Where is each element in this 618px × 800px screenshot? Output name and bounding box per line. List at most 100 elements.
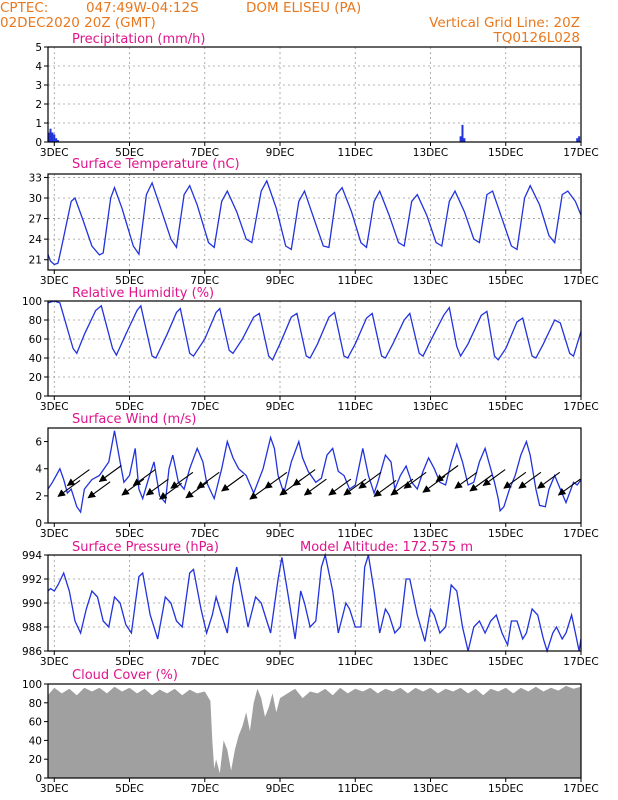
header: CPTEC: 047:49W-04:12S DOM ELISEU (PA) 02…: [0, 0, 580, 46]
temperature-ytick-label: 24: [29, 234, 43, 246]
wind-arrow: [358, 471, 382, 489]
header-source: CPTEC:: [0, 0, 48, 16]
temperature-xtick-label: 3DEC: [40, 275, 69, 287]
wind-ytick-label: 6: [35, 437, 42, 449]
wind-arrow: [373, 479, 397, 497]
wind-arrow: [57, 479, 81, 497]
cloud-cover-frame: [47, 683, 582, 779]
precipitation-ytick-label: 1: [35, 118, 42, 130]
cloud-cover-area: [47, 685, 581, 778]
humidity-xtick-label: 17DEC: [563, 401, 598, 413]
precipitation-bar: [463, 138, 466, 142]
precipitation-xtick-label: 7DEC: [190, 147, 219, 159]
precipitation-panel: 0 1 2 3 4 5 3DEC 5DEC 7DEC 9DEC 11DEC 13DEC 15DEC 17D…: [35, 42, 598, 159]
precipitation-ytick-label: 2: [35, 99, 42, 111]
cloud-cover-ytick-label: 100: [22, 679, 42, 691]
wind-arrow: [503, 471, 527, 489]
humidity-xtick-label: 7DEC: [190, 401, 219, 413]
wind-arrow: [145, 478, 169, 496]
precipitation-ytick-label: 3: [35, 80, 42, 92]
pressure-ytick-label: 988: [22, 622, 42, 634]
wind-title: Surface Wind (m/s): [72, 412, 196, 427]
temperature-ytick-label: 33: [29, 172, 42, 184]
precipitation-ytick-label: 5: [35, 42, 42, 54]
precipitation-bar: [578, 136, 581, 142]
wind-arrow: [264, 471, 288, 489]
wind-arrow: [537, 471, 561, 489]
wind-xtick-label: 13DEC: [413, 528, 448, 540]
humidity-panel: 0 20 40 60 80 100 3DEC 5DEC 7DEC 9DEC 11DEC 13DEC 15…: [22, 296, 599, 413]
cloud-cover-ytick-label: 40: [29, 735, 42, 747]
pressure-xtick-label: 5DEC: [115, 656, 144, 668]
wind-arrow: [518, 471, 542, 489]
humidity-xtick-label: 5DEC: [115, 401, 144, 413]
cloud-cover-xtick-label: 3DEC: [40, 783, 69, 795]
temperature-panel: 21 24 27 30 33 3DEC 5DEC 7DEC 9DEC 11DEC 13DEC 15DE…: [29, 172, 599, 287]
pressure-xtick-label: 3DEC: [40, 656, 69, 668]
wind-arrow: [87, 481, 111, 499]
pressure-xtick-label: 15DEC: [488, 656, 523, 668]
precipitation-title: Precipitation (mm/h): [72, 32, 205, 47]
precipitation-xtick-label: 17DEC: [563, 147, 598, 159]
temperature-xtick-label: 17DEC: [563, 275, 598, 287]
wind-arrow: [66, 469, 90, 487]
pressure-xtick-label: 7DEC: [190, 656, 219, 668]
precipitation-xtick-label: 5DEC: [115, 147, 144, 159]
wind-arrow: [196, 471, 220, 489]
temperature-title: Surface Temperature (nC): [72, 157, 240, 172]
header-location: DOM ELISEU (PA): [246, 0, 361, 16]
pressure-ytick-label: 986: [22, 646, 42, 658]
wind-arrow: [403, 471, 427, 489]
precipitation-bar: [459, 136, 462, 142]
header-date: 02DEC2020 20Z (GMT): [0, 15, 156, 31]
humidity-frame: [47, 300, 582, 397]
humidity-ytick-label: 80: [29, 315, 42, 327]
wind-frame: [47, 427, 582, 524]
humidity-xtick-label: 15DEC: [488, 401, 523, 413]
wind-arrow: [469, 474, 493, 492]
wind-xtick-label: 11DEC: [338, 528, 373, 540]
humidity-ytick-label: 0: [35, 391, 42, 403]
wind-ytick-label: 0: [35, 518, 42, 530]
wind-xtick-label: 17DEC: [563, 528, 598, 540]
cloud-cover-xtick-label: 7DEC: [190, 783, 219, 795]
pressure-ytick-label: 990: [22, 598, 42, 610]
cloud-cover-ytick-label: 0: [35, 773, 42, 785]
precipitation-xtick-label: 9DEC: [266, 147, 295, 159]
precipitation-bar: [51, 132, 54, 142]
temperature-xtick-label: 9DEC: [266, 275, 295, 287]
wind-xtick-label: 9DEC: [266, 528, 295, 540]
precipitation-frame: [47, 46, 582, 143]
wind-ytick-label: 2: [35, 491, 42, 503]
header-model-code: TQ0126L028: [492, 30, 580, 46]
precipitation-bar: [461, 124, 464, 142]
temperature-ytick-label: 30: [29, 193, 42, 205]
wind-arrow: [98, 465, 122, 482]
precipitation-bar: [55, 138, 58, 142]
wind-arrow: [170, 471, 194, 489]
wind-arrow: [221, 474, 245, 492]
cloud-cover-ytick-label: 60: [29, 717, 42, 729]
wind-xtick-label: 5DEC: [115, 528, 144, 540]
temperature-xtick-label: 7DEC: [190, 275, 219, 287]
humidity-line: [47, 300, 582, 362]
wind-line: [47, 430, 582, 514]
pressure-ytick-label: 994: [22, 550, 42, 562]
cloud-cover-ytick-label: 20: [29, 754, 42, 766]
humidity-ytick-label: 60: [29, 334, 42, 346]
cloud-cover-xtick-label: 5DEC: [115, 783, 144, 795]
wind-arrow: [158, 482, 182, 500]
precipitation-bar: [576, 138, 579, 142]
header-grid-note: Vertical Grid Line: 20Z: [429, 15, 580, 31]
cloud-cover-xtick-label: 13DEC: [413, 783, 448, 795]
wind-arrow: [328, 478, 352, 496]
pressure-xtick-label: 13DEC: [413, 656, 448, 668]
precipitation-bar: [47, 132, 50, 142]
precipitation-bar: [53, 134, 56, 142]
wind-arrow: [303, 478, 327, 496]
humidity-xtick-label: 13DEC: [413, 401, 448, 413]
humidity-ytick-label: 20: [29, 372, 42, 384]
wind-ytick-label: 4: [35, 464, 42, 476]
wind-arrow: [557, 478, 581, 496]
